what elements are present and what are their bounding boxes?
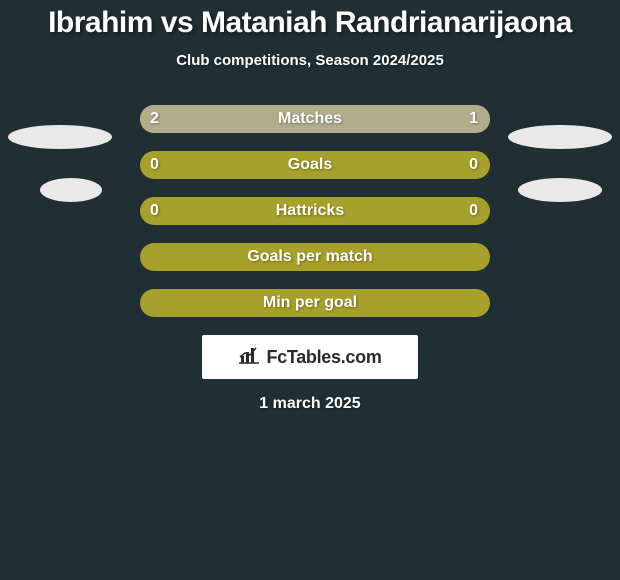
comparison-infographic: Ibrahim vs Mataniah Randrianarijaona Clu… — [0, 0, 620, 580]
logo-box: FcTables.com — [202, 335, 418, 379]
bar-fill-right — [373, 105, 490, 133]
bar-fill-left — [140, 105, 373, 133]
player-ellipse — [508, 125, 612, 149]
logo-text: FcTables.com — [266, 347, 381, 368]
stat-row: Goals per match — [0, 243, 620, 271]
bar-track — [140, 243, 490, 271]
player-ellipse — [40, 178, 102, 202]
player-ellipse — [8, 125, 112, 149]
page-title: Ibrahim vs Mataniah Randrianarijaona — [0, 0, 620, 40]
bar-chart-icon — [238, 346, 260, 369]
stat-row: 0 Goals 0 — [0, 151, 620, 179]
date-label: 1 march 2025 — [0, 395, 620, 413]
bar-track — [140, 151, 490, 179]
player-ellipse — [518, 178, 602, 202]
stat-row: 0 Hattricks 0 — [0, 197, 620, 225]
bar-track — [140, 289, 490, 317]
stat-row: Min per goal — [0, 289, 620, 317]
bar-track — [140, 197, 490, 225]
page-subtitle: Club competitions, Season 2024/2025 — [0, 52, 620, 69]
bar-track — [140, 105, 490, 133]
